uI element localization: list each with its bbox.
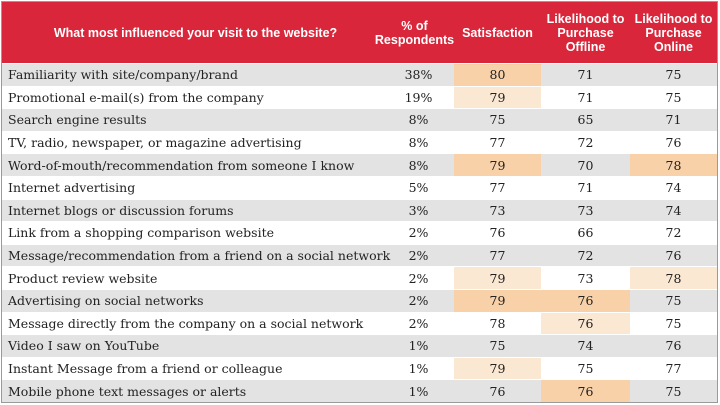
satisfaction-cell: 75 xyxy=(489,112,506,128)
table-row: Message directly from the company on a s… xyxy=(2,311,717,335)
online-cell: 75 xyxy=(665,315,682,331)
satisfaction-cell: 79 xyxy=(454,154,541,176)
satisfaction-cell: 77 xyxy=(489,248,506,264)
online-cell: 78 xyxy=(630,267,717,289)
respondents-cell: 5% xyxy=(408,180,429,196)
offline-cell: 74 xyxy=(577,338,594,354)
satisfaction-cell: 79 xyxy=(454,86,541,109)
online-cell: 75 xyxy=(665,383,682,399)
row-label: Advertising on social networks xyxy=(8,293,204,309)
respondents-cell: 2% xyxy=(408,225,429,241)
row-label: Word-of-mouth/recommendation from someon… xyxy=(8,157,355,173)
row-label: Video I saw on YouTube xyxy=(8,338,160,354)
online-cell: 75 xyxy=(665,89,682,105)
online-cell: 76 xyxy=(665,248,682,264)
offline-cell: 75 xyxy=(577,361,594,377)
column-header-question: What most influenced your visit to the w… xyxy=(53,25,338,40)
satisfaction-cell: 76 xyxy=(489,225,506,241)
respondents-cell: 1% xyxy=(408,383,429,399)
column-header-satisfaction: Satisfaction xyxy=(462,25,533,40)
respondents-cell: 2% xyxy=(408,270,429,286)
table-row: Word-of-mouth/recommendation from someon… xyxy=(2,153,717,176)
row-label: Search engine results xyxy=(8,112,147,128)
table-row: TV, radio, newspaper, or magazine advert… xyxy=(2,130,717,154)
offline-cell: 71 xyxy=(577,89,594,105)
online-cell: 75 xyxy=(665,293,682,309)
row-label: Product review website xyxy=(8,270,158,286)
respondents-cell: 8% xyxy=(408,112,429,128)
respondents-cell: 38% xyxy=(404,67,433,83)
table-row: Internet blogs or discussion forums 3% 73 7… xyxy=(2,198,717,222)
column-header-respondents: % of Respondents xyxy=(374,18,455,47)
online-cell: 72 xyxy=(665,225,682,241)
row-label: Instant Message from a friend or colleag… xyxy=(8,361,283,377)
satisfaction-cell: 77 xyxy=(489,135,506,151)
satisfaction-cell: 80 xyxy=(454,64,541,86)
offline-cell: 65 xyxy=(577,112,594,128)
table-row: Message/recommendation from a friend on … xyxy=(2,243,717,267)
offline-cell: 71 xyxy=(577,67,594,83)
offline-cell: 73 xyxy=(577,270,594,286)
table-row: Link from a shopping comparison website 2… xyxy=(2,221,717,244)
respondents-cell: 2% xyxy=(408,315,429,331)
respondents-cell: 1% xyxy=(408,338,429,354)
respondents-cell: 8% xyxy=(408,135,429,151)
satisfaction-cell: 73 xyxy=(489,202,506,218)
offline-cell: 66 xyxy=(577,225,594,241)
offline-cell: 76 xyxy=(541,312,630,335)
offline-cell: 72 xyxy=(577,135,594,151)
column-header-online: Likelihood to Purchase Online xyxy=(634,11,713,54)
offline-cell: 76 xyxy=(541,380,630,402)
respondents-cell: 3% xyxy=(408,202,429,218)
column-header-offline: Likelihood to Purchase Offline xyxy=(546,11,625,54)
row-label: Familiarity with site/company/brand xyxy=(8,67,239,83)
satisfaction-cell: 79 xyxy=(454,289,541,312)
table-row: Product review website 2% 79 73 78 xyxy=(2,266,717,289)
row-label: Mobile phone text messages or alerts xyxy=(8,383,247,399)
row-label: Internet blogs or discussion forums xyxy=(8,202,234,218)
offline-cell: 72 xyxy=(577,248,594,264)
row-label: Message/recommendation from a friend on … xyxy=(8,248,391,264)
table-row: Video I saw on YouTube 1% 75 74 76 xyxy=(2,334,717,357)
satisfaction-cell: 79 xyxy=(454,267,541,289)
table-row: Advertising on social networks 2% 79 76 75 xyxy=(2,288,717,312)
respondents-cell: 19% xyxy=(404,89,433,105)
table-row: Internet advertising 5% 77 71 74 xyxy=(2,175,717,199)
table-row: Search engine results 8% 75 65 71 xyxy=(2,108,717,131)
row-label: Message directly from the company on a s… xyxy=(8,315,364,331)
offline-cell: 71 xyxy=(577,180,594,196)
table-row: Instant Message from a friend or colleag… xyxy=(2,356,717,380)
online-cell: 77 xyxy=(665,361,682,377)
satisfaction-cell: 75 xyxy=(489,338,506,354)
table-row: Promotional e-mail(s) from the company 19… xyxy=(2,85,717,109)
offline-cell: 73 xyxy=(577,202,594,218)
table-body: Familiarity with site/company/brand 38% 80… xyxy=(2,63,717,402)
satisfaction-cell: 79 xyxy=(454,357,541,380)
respondents-cell: 2% xyxy=(408,248,429,264)
respondents-cell: 8% xyxy=(408,157,429,173)
online-cell: 74 xyxy=(665,202,682,218)
table-header: What most influenced your visit to the w… xyxy=(2,2,717,63)
satisfaction-cell: 78 xyxy=(489,315,506,331)
online-cell: 76 xyxy=(665,135,682,151)
respondents-cell: 1% xyxy=(408,361,429,377)
row-label: Link from a shopping comparison website xyxy=(8,225,274,241)
satisfaction-cell: 76 xyxy=(489,383,506,399)
satisfaction-cell: 77 xyxy=(489,180,506,196)
row-label: TV, radio, newspaper, or magazine advert… xyxy=(8,135,302,151)
table-row: Mobile phone text messages or alerts 1% 76… xyxy=(2,379,717,402)
online-cell: 71 xyxy=(665,112,682,128)
online-cell: 75 xyxy=(665,67,682,83)
offline-cell: 76 xyxy=(541,289,630,312)
online-cell: 78 xyxy=(630,154,717,176)
offline-cell: 70 xyxy=(577,157,594,173)
row-label: Internet advertising xyxy=(8,180,136,196)
table-row: Familiarity with site/company/brand 38% 80… xyxy=(2,63,717,86)
row-label: Promotional e-mail(s) from the company xyxy=(8,89,264,105)
online-cell: 76 xyxy=(665,338,682,354)
online-cell: 74 xyxy=(665,180,682,196)
respondents-cell: 2% xyxy=(408,293,429,309)
